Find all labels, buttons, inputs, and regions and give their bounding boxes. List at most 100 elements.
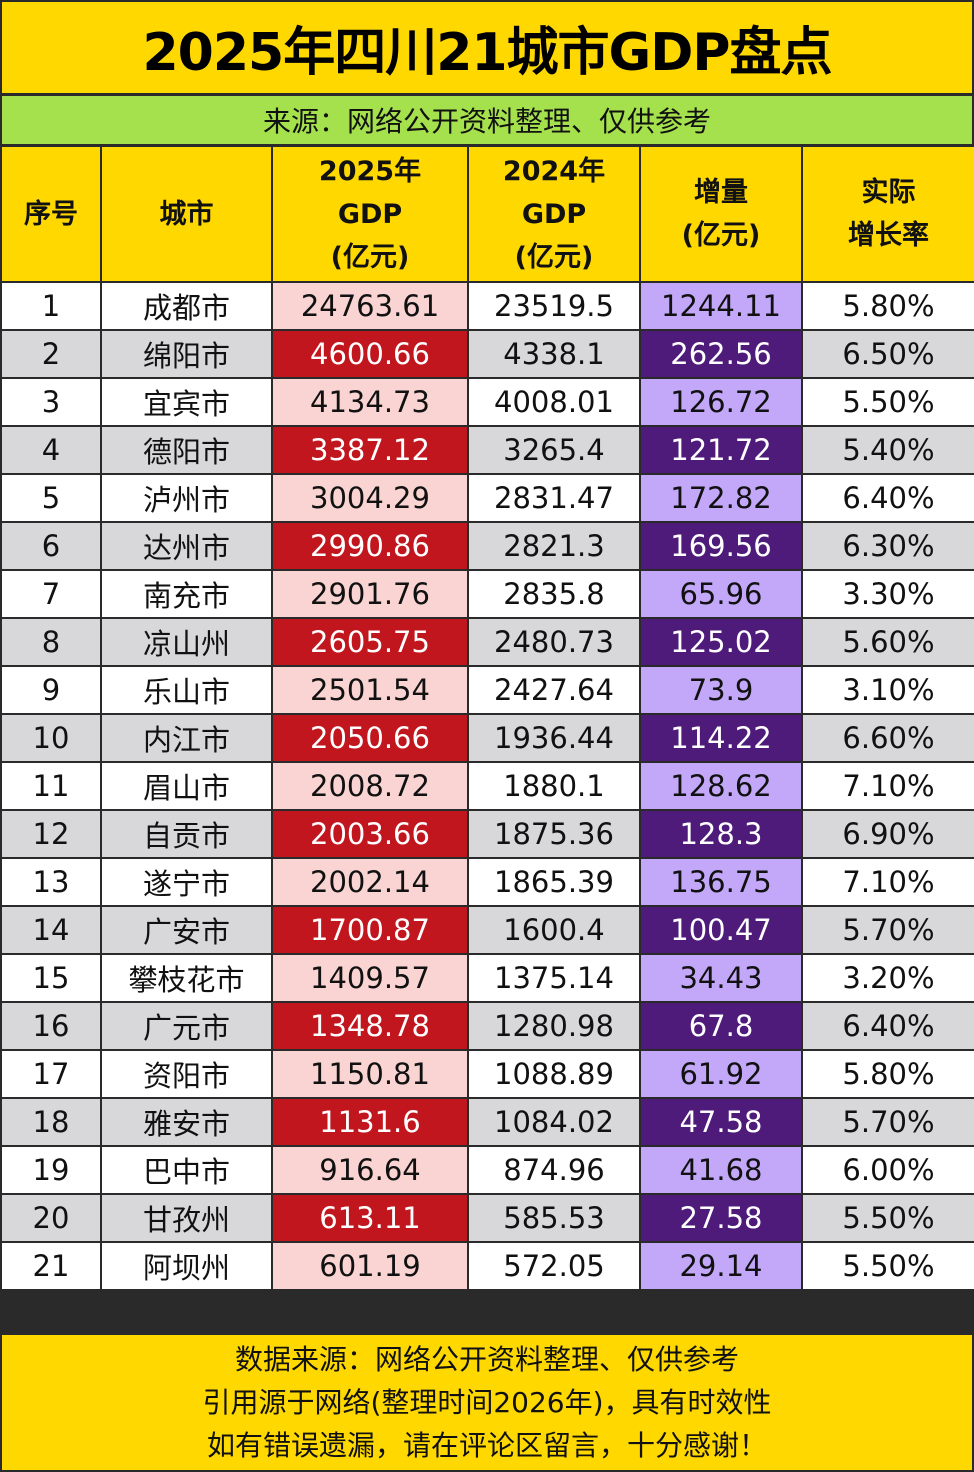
table-row: 8 凉山州 2605.75 2480.73 125.02 5.60% <box>0 617 974 667</box>
cell-city: 达州市 <box>100 521 273 571</box>
cell-gdp-2024: 572.05 <box>467 1241 641 1291</box>
cell-index: 21 <box>0 1241 102 1291</box>
header-gdp-2024: 2024年 GDP (亿元) <box>467 145 641 283</box>
cell-increase: 128.62 <box>639 761 803 811</box>
cell-growth-rate: 7.10% <box>801 857 974 907</box>
cell-increase: 100.47 <box>639 905 803 955</box>
cell-city: 资阳市 <box>100 1049 273 1099</box>
cell-increase: 121.72 <box>639 425 803 475</box>
cell-gdp-2024: 1375.14 <box>467 953 641 1003</box>
table-row: 15 攀枝花市 1409.57 1375.14 34.43 3.20% <box>0 953 974 1003</box>
header-row: 序号 城市 2025年 GDP (亿元) 2024年 GDP (亿元) 增量 (亿元) 实际 增长率 <box>0 145 974 283</box>
header-line: GDP <box>337 198 403 230</box>
cell-index: 10 <box>0 713 102 763</box>
header-increase: 增量 (亿元) <box>639 145 803 283</box>
cell-gdp-2024: 2480.73 <box>467 617 641 667</box>
cell-city: 雅安市 <box>100 1097 273 1147</box>
cell-gdp-2025: 2003.66 <box>271 809 469 859</box>
cell-gdp-2025: 1131.6 <box>271 1097 469 1147</box>
cell-index: 13 <box>0 857 102 907</box>
cell-increase: 1244.11 <box>639 281 803 331</box>
cell-city: 巴中市 <box>100 1145 273 1195</box>
cell-gdp-2024: 1875.36 <box>467 809 641 859</box>
cell-increase: 136.75 <box>639 857 803 907</box>
table-row: 17 资阳市 1150.81 1088.89 61.92 5.80% <box>0 1049 974 1099</box>
cell-city: 阿坝州 <box>100 1241 273 1291</box>
table-row: 3 宜宾市 4134.73 4008.01 126.72 5.50% <box>0 377 974 427</box>
header-line: (亿元) <box>330 241 410 273</box>
cell-growth-rate: 5.70% <box>801 905 974 955</box>
table-row: 4 德阳市 3387.12 3265.4 121.72 5.40% <box>0 425 974 475</box>
cell-gdp-2025: 2990.86 <box>271 521 469 571</box>
cell-increase: 128.3 <box>639 809 803 859</box>
cell-gdp-2024: 1088.89 <box>467 1049 641 1099</box>
cell-growth-rate: 5.80% <box>801 281 974 331</box>
cell-gdp-2025: 3004.29 <box>271 473 469 523</box>
header-line: (亿元) <box>514 241 594 273</box>
cell-increase: 172.82 <box>639 473 803 523</box>
footer-line: 如有错误遗漏，请在评论区留言，十分感谢！ <box>206 1429 767 1462</box>
gdp-table: 序号 城市 2025年 GDP (亿元) 2024年 GDP (亿元) 增量 (亿元) 实际 增长率 … <box>0 145 974 1291</box>
cell-gdp-2024: 1936.44 <box>467 713 641 763</box>
cell-gdp-2024: 3265.4 <box>467 425 641 475</box>
cell-gdp-2025: 613.11 <box>271 1193 469 1243</box>
cell-gdp-2025: 1409.57 <box>271 953 469 1003</box>
cell-gdp-2025: 1348.78 <box>271 1001 469 1051</box>
cell-growth-rate: 3.30% <box>801 569 974 619</box>
cell-city: 遂宁市 <box>100 857 273 907</box>
cell-growth-rate: 5.60% <box>801 617 974 667</box>
cell-city: 广安市 <box>100 905 273 955</box>
subtitle-source: 来源：网络公开资料整理、仅供参考 <box>2 96 972 144</box>
cell-gdp-2024: 4008.01 <box>467 377 641 427</box>
table-row: 21 阿坝州 601.19 572.05 29.14 5.50% <box>0 1241 974 1291</box>
cell-increase: 27.58 <box>639 1193 803 1243</box>
cell-gdp-2025: 601.19 <box>271 1241 469 1291</box>
cell-increase: 169.56 <box>639 521 803 571</box>
table-row: 11 眉山市 2008.72 1880.1 128.62 7.10% <box>0 761 974 811</box>
cell-increase: 47.58 <box>639 1097 803 1147</box>
table-row: 16 广元市 1348.78 1280.98 67.8 6.40% <box>0 1001 974 1051</box>
cell-growth-rate: 3.10% <box>801 665 974 715</box>
cell-growth-rate: 5.50% <box>801 1241 974 1291</box>
table-row: 6 达州市 2990.86 2821.3 169.56 6.30% <box>0 521 974 571</box>
cell-gdp-2025: 2050.66 <box>271 713 469 763</box>
cell-gdp-2025: 4600.66 <box>271 329 469 379</box>
cell-city: 泸州市 <box>100 473 273 523</box>
table-row: 14 广安市 1700.87 1600.4 100.47 5.70% <box>0 905 974 955</box>
cell-city: 凉山州 <box>100 617 273 667</box>
cell-increase: 114.22 <box>639 713 803 763</box>
cell-index: 14 <box>0 905 102 955</box>
cell-gdp-2024: 1865.39 <box>467 857 641 907</box>
cell-index: 20 <box>0 1193 102 1243</box>
cell-increase: 65.96 <box>639 569 803 619</box>
cell-city: 自贡市 <box>100 809 273 859</box>
page-title: 2025年四川21城市GDP盘点 <box>2 2 972 93</box>
cell-gdp-2024: 2835.8 <box>467 569 641 619</box>
cell-growth-rate: 5.80% <box>801 1049 974 1099</box>
cell-increase: 34.43 <box>639 953 803 1003</box>
table-row: 5 泸州市 3004.29 2831.47 172.82 6.40% <box>0 473 974 523</box>
table-row: 19 巴中市 916.64 874.96 41.68 6.00% <box>0 1145 974 1195</box>
cell-gdp-2024: 1600.4 <box>467 905 641 955</box>
table-row: 18 雅安市 1131.6 1084.02 47.58 5.70% <box>0 1097 974 1147</box>
cell-gdp-2025: 4134.73 <box>271 377 469 427</box>
cell-growth-rate: 6.30% <box>801 521 974 571</box>
cell-increase: 29.14 <box>639 1241 803 1291</box>
header-index: 序号 <box>0 145 102 283</box>
header-line: 序号 <box>24 198 78 230</box>
footer-notes: 数据来源：网络公开资料整理、仅供参考 引用源于网络(整理时间2026年)，具有时… <box>2 1335 972 1470</box>
cell-growth-rate: 6.90% <box>801 809 974 859</box>
cell-gdp-2024: 874.96 <box>467 1145 641 1195</box>
footer-line: 数据来源：网络公开资料整理、仅供参考 <box>234 1343 739 1376</box>
table-row: 2 绵阳市 4600.66 4338.1 262.56 6.50% <box>0 329 974 379</box>
footer-line: 引用源于网络(整理时间2026年)，具有时效性 <box>202 1386 772 1419</box>
cell-gdp-2024: 1280.98 <box>467 1001 641 1051</box>
cell-growth-rate: 7.10% <box>801 761 974 811</box>
cell-index: 9 <box>0 665 102 715</box>
table-row: 1 成都市 24763.61 23519.5 1244.11 5.80% <box>0 281 974 331</box>
cell-gdp-2025: 916.64 <box>271 1145 469 1195</box>
cell-city: 德阳市 <box>100 425 273 475</box>
cell-growth-rate: 6.40% <box>801 1001 974 1051</box>
table-row: 13 遂宁市 2002.14 1865.39 136.75 7.10% <box>0 857 974 907</box>
